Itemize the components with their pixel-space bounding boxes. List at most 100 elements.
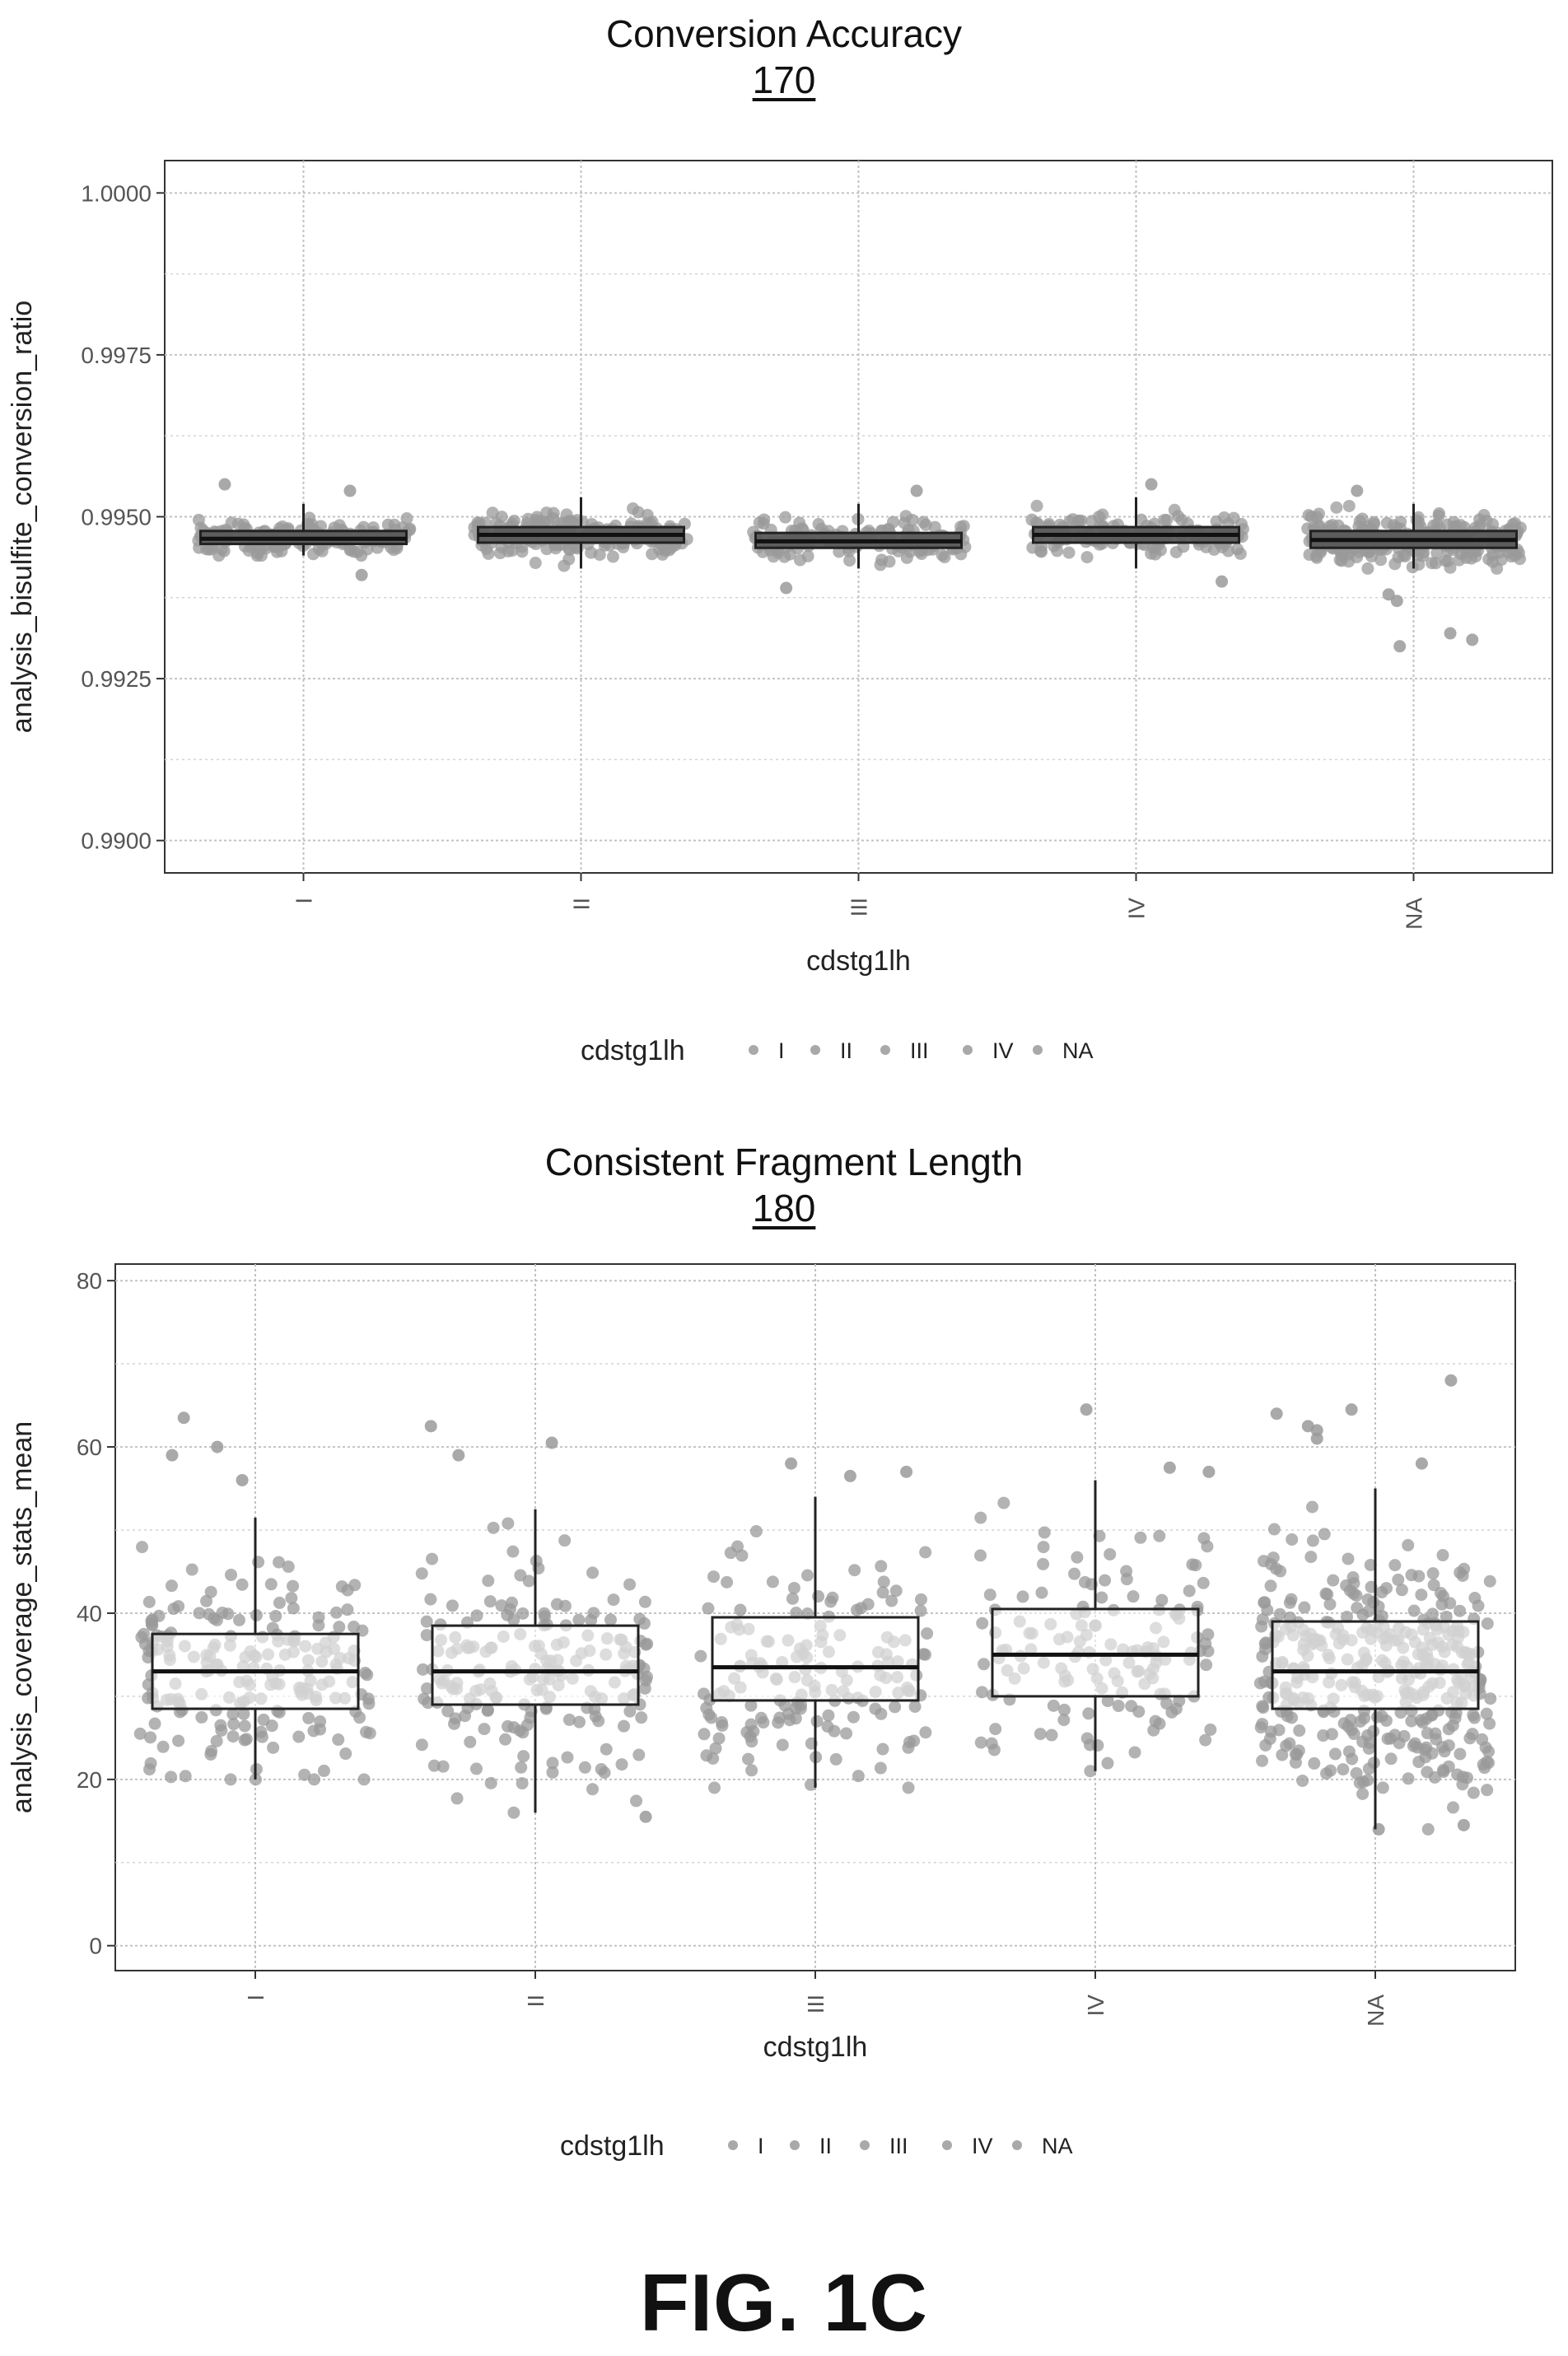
data-point — [1361, 1593, 1374, 1606]
data-point — [257, 1713, 270, 1726]
outlier-point — [1415, 1457, 1428, 1470]
data-point — [766, 1575, 779, 1589]
data-point — [1306, 1534, 1319, 1547]
box-iqr — [991, 1607, 1200, 1698]
data-point — [618, 1719, 631, 1733]
x-tick-label: NA — [1402, 898, 1427, 930]
data-point — [1481, 1617, 1494, 1631]
data-point — [264, 1578, 278, 1591]
data-point — [138, 1627, 151, 1640]
data-point — [193, 1607, 206, 1620]
y-tick-label: 80 — [77, 1268, 102, 1294]
y-tick-label: 0.9975 — [81, 343, 152, 368]
data-point — [361, 543, 374, 556]
data-point — [908, 1700, 922, 1713]
data-point — [1439, 554, 1452, 567]
data-point — [1379, 1714, 1393, 1727]
data-point — [1415, 1589, 1428, 1602]
data-point — [569, 541, 582, 554]
data-point — [1285, 1711, 1298, 1724]
data-point — [747, 1725, 760, 1738]
data-point — [273, 1556, 286, 1569]
data-point — [1016, 1590, 1029, 1603]
data-point — [1068, 1567, 1081, 1580]
outlier-point — [1382, 588, 1395, 601]
data-point — [478, 1723, 491, 1736]
data-point — [633, 1612, 646, 1626]
data-point — [1375, 1586, 1388, 1599]
data-point — [1398, 1729, 1411, 1743]
data-point — [200, 543, 213, 556]
data-point — [630, 1794, 643, 1808]
data-point — [502, 544, 515, 558]
data-point — [974, 1511, 987, 1524]
data-point — [205, 1744, 218, 1757]
outlier-point — [1390, 595, 1403, 608]
y-tick-label: 40 — [77, 1601, 102, 1626]
data-point — [883, 555, 896, 568]
data-point — [1402, 1772, 1415, 1785]
data-point — [529, 557, 542, 570]
data-point — [204, 1585, 217, 1598]
data-point — [1436, 1549, 1449, 1562]
outlier-point — [1351, 484, 1364, 497]
data-point — [572, 1613, 586, 1626]
data-point — [663, 544, 676, 557]
data-point — [1183, 1584, 1196, 1598]
data-point — [332, 1733, 345, 1747]
data-point — [712, 1732, 726, 1745]
data-point — [133, 1727, 147, 1740]
data-point — [1442, 1760, 1455, 1773]
data-point — [843, 554, 856, 567]
data-point — [302, 1711, 315, 1724]
data-point — [390, 542, 404, 555]
data-point — [148, 1717, 161, 1730]
y-tick-label: 0.9900 — [81, 828, 152, 854]
outlier-point — [545, 1436, 558, 1449]
outlier-point — [1444, 627, 1457, 640]
data-point — [495, 1599, 508, 1612]
data-point — [1476, 1733, 1489, 1746]
data-point — [976, 1617, 989, 1630]
data-point — [1342, 499, 1356, 512]
data-point — [1283, 1737, 1296, 1750]
data-point — [1256, 1754, 1269, 1767]
data-point — [754, 1711, 768, 1724]
data-point — [1085, 515, 1099, 528]
data-point — [1168, 503, 1181, 516]
outlier-point — [1163, 1461, 1176, 1474]
y-tick-label: 0.9925 — [81, 666, 152, 692]
data-point — [976, 1686, 989, 1699]
data-point — [1298, 1601, 1311, 1614]
data-point — [753, 516, 766, 530]
data-point — [767, 550, 780, 563]
data-point — [282, 1561, 295, 1574]
data-point — [292, 1730, 306, 1743]
data-point — [1101, 1757, 1114, 1770]
data-point — [1347, 1728, 1360, 1741]
data-point — [417, 1663, 430, 1676]
data-point — [1356, 1787, 1370, 1800]
data-point — [1256, 1718, 1269, 1731]
data-point — [1304, 1551, 1318, 1564]
outlier-point — [343, 484, 357, 497]
outlier-point — [639, 1810, 652, 1823]
data-point — [1257, 1555, 1270, 1568]
data-point — [507, 1806, 520, 1819]
outlier-point — [1466, 633, 1479, 646]
data-point — [707, 1752, 720, 1765]
data-point — [848, 1564, 861, 1577]
y-tick-label: 60 — [77, 1435, 102, 1460]
data-point — [1273, 1607, 1286, 1621]
data-point — [1304, 510, 1318, 523]
data-point — [517, 1750, 530, 1763]
data-point — [700, 1701, 713, 1715]
legend-label: III — [889, 2134, 908, 2158]
data-point — [1034, 544, 1047, 558]
data-point — [734, 1603, 747, 1617]
data-point — [165, 1770, 178, 1784]
data-point — [623, 1705, 637, 1718]
data-point — [538, 1607, 551, 1620]
legend-label: II — [819, 2134, 832, 2158]
